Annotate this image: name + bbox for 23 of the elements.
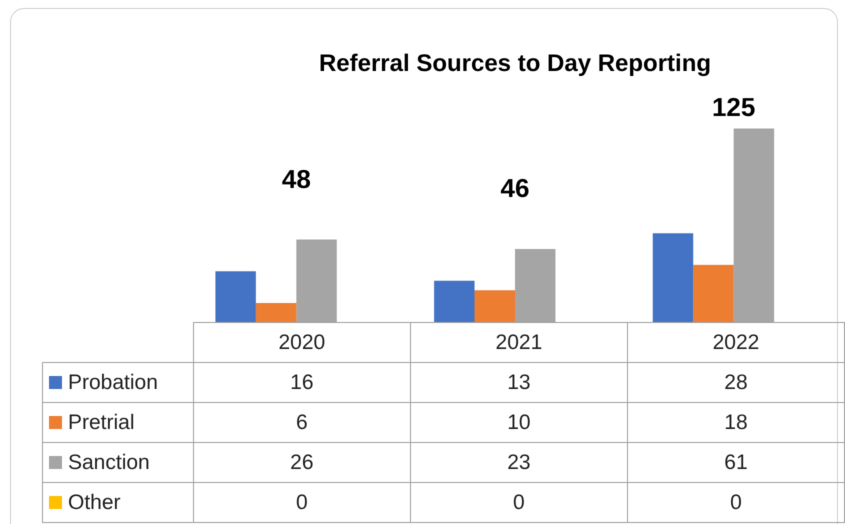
legend-label: Probation [42,362,194,402]
annotation: 46 [500,173,530,204]
data-label: 23 [410,442,628,482]
annotation: 48 [282,164,311,195]
data-label: 16 [193,362,410,402]
data-label: 61 [627,442,844,482]
data-label: 6 [193,402,410,442]
data-label: 0 [193,482,410,522]
legend-label: Sanction [42,442,194,482]
data-label: 26 [193,442,410,482]
data-label: 0 [410,482,628,522]
x-tick-label: 2020 [193,322,410,362]
data-label: 0 [627,482,844,522]
chart-title: Referral Sources to Day Reporting [318,50,712,78]
data-label: 10 [410,402,628,442]
legend-label: Pretrial [42,402,194,442]
text: 125 [712,92,756,123]
legend-label: Other [42,482,194,522]
data-label: 13 [410,362,628,402]
x-tick-label: 2021 [410,322,628,362]
x-tick-label: 2022 [627,322,844,362]
data-label: 28 [627,362,844,402]
data-label: 18 [627,402,844,442]
